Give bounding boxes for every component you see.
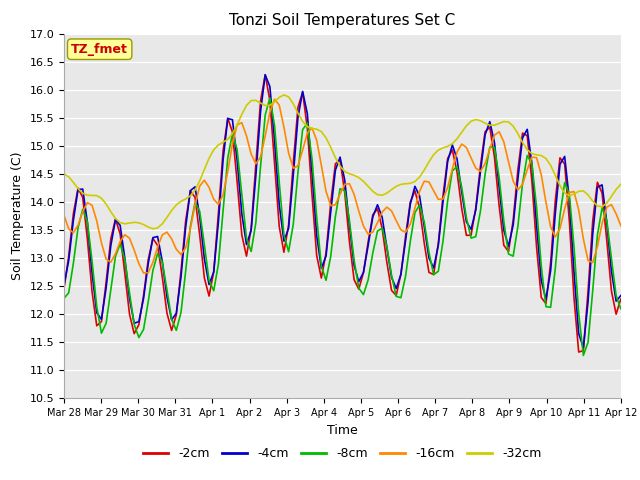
Legend: -2cm, -4cm, -8cm, -16cm, -32cm: -2cm, -4cm, -8cm, -16cm, -32cm xyxy=(138,442,547,465)
Y-axis label: Soil Temperature (C): Soil Temperature (C) xyxy=(11,152,24,280)
X-axis label: Time: Time xyxy=(327,424,358,437)
Text: TZ_fmet: TZ_fmet xyxy=(71,43,128,56)
Title: Tonzi Soil Temperatures Set C: Tonzi Soil Temperatures Set C xyxy=(229,13,456,28)
